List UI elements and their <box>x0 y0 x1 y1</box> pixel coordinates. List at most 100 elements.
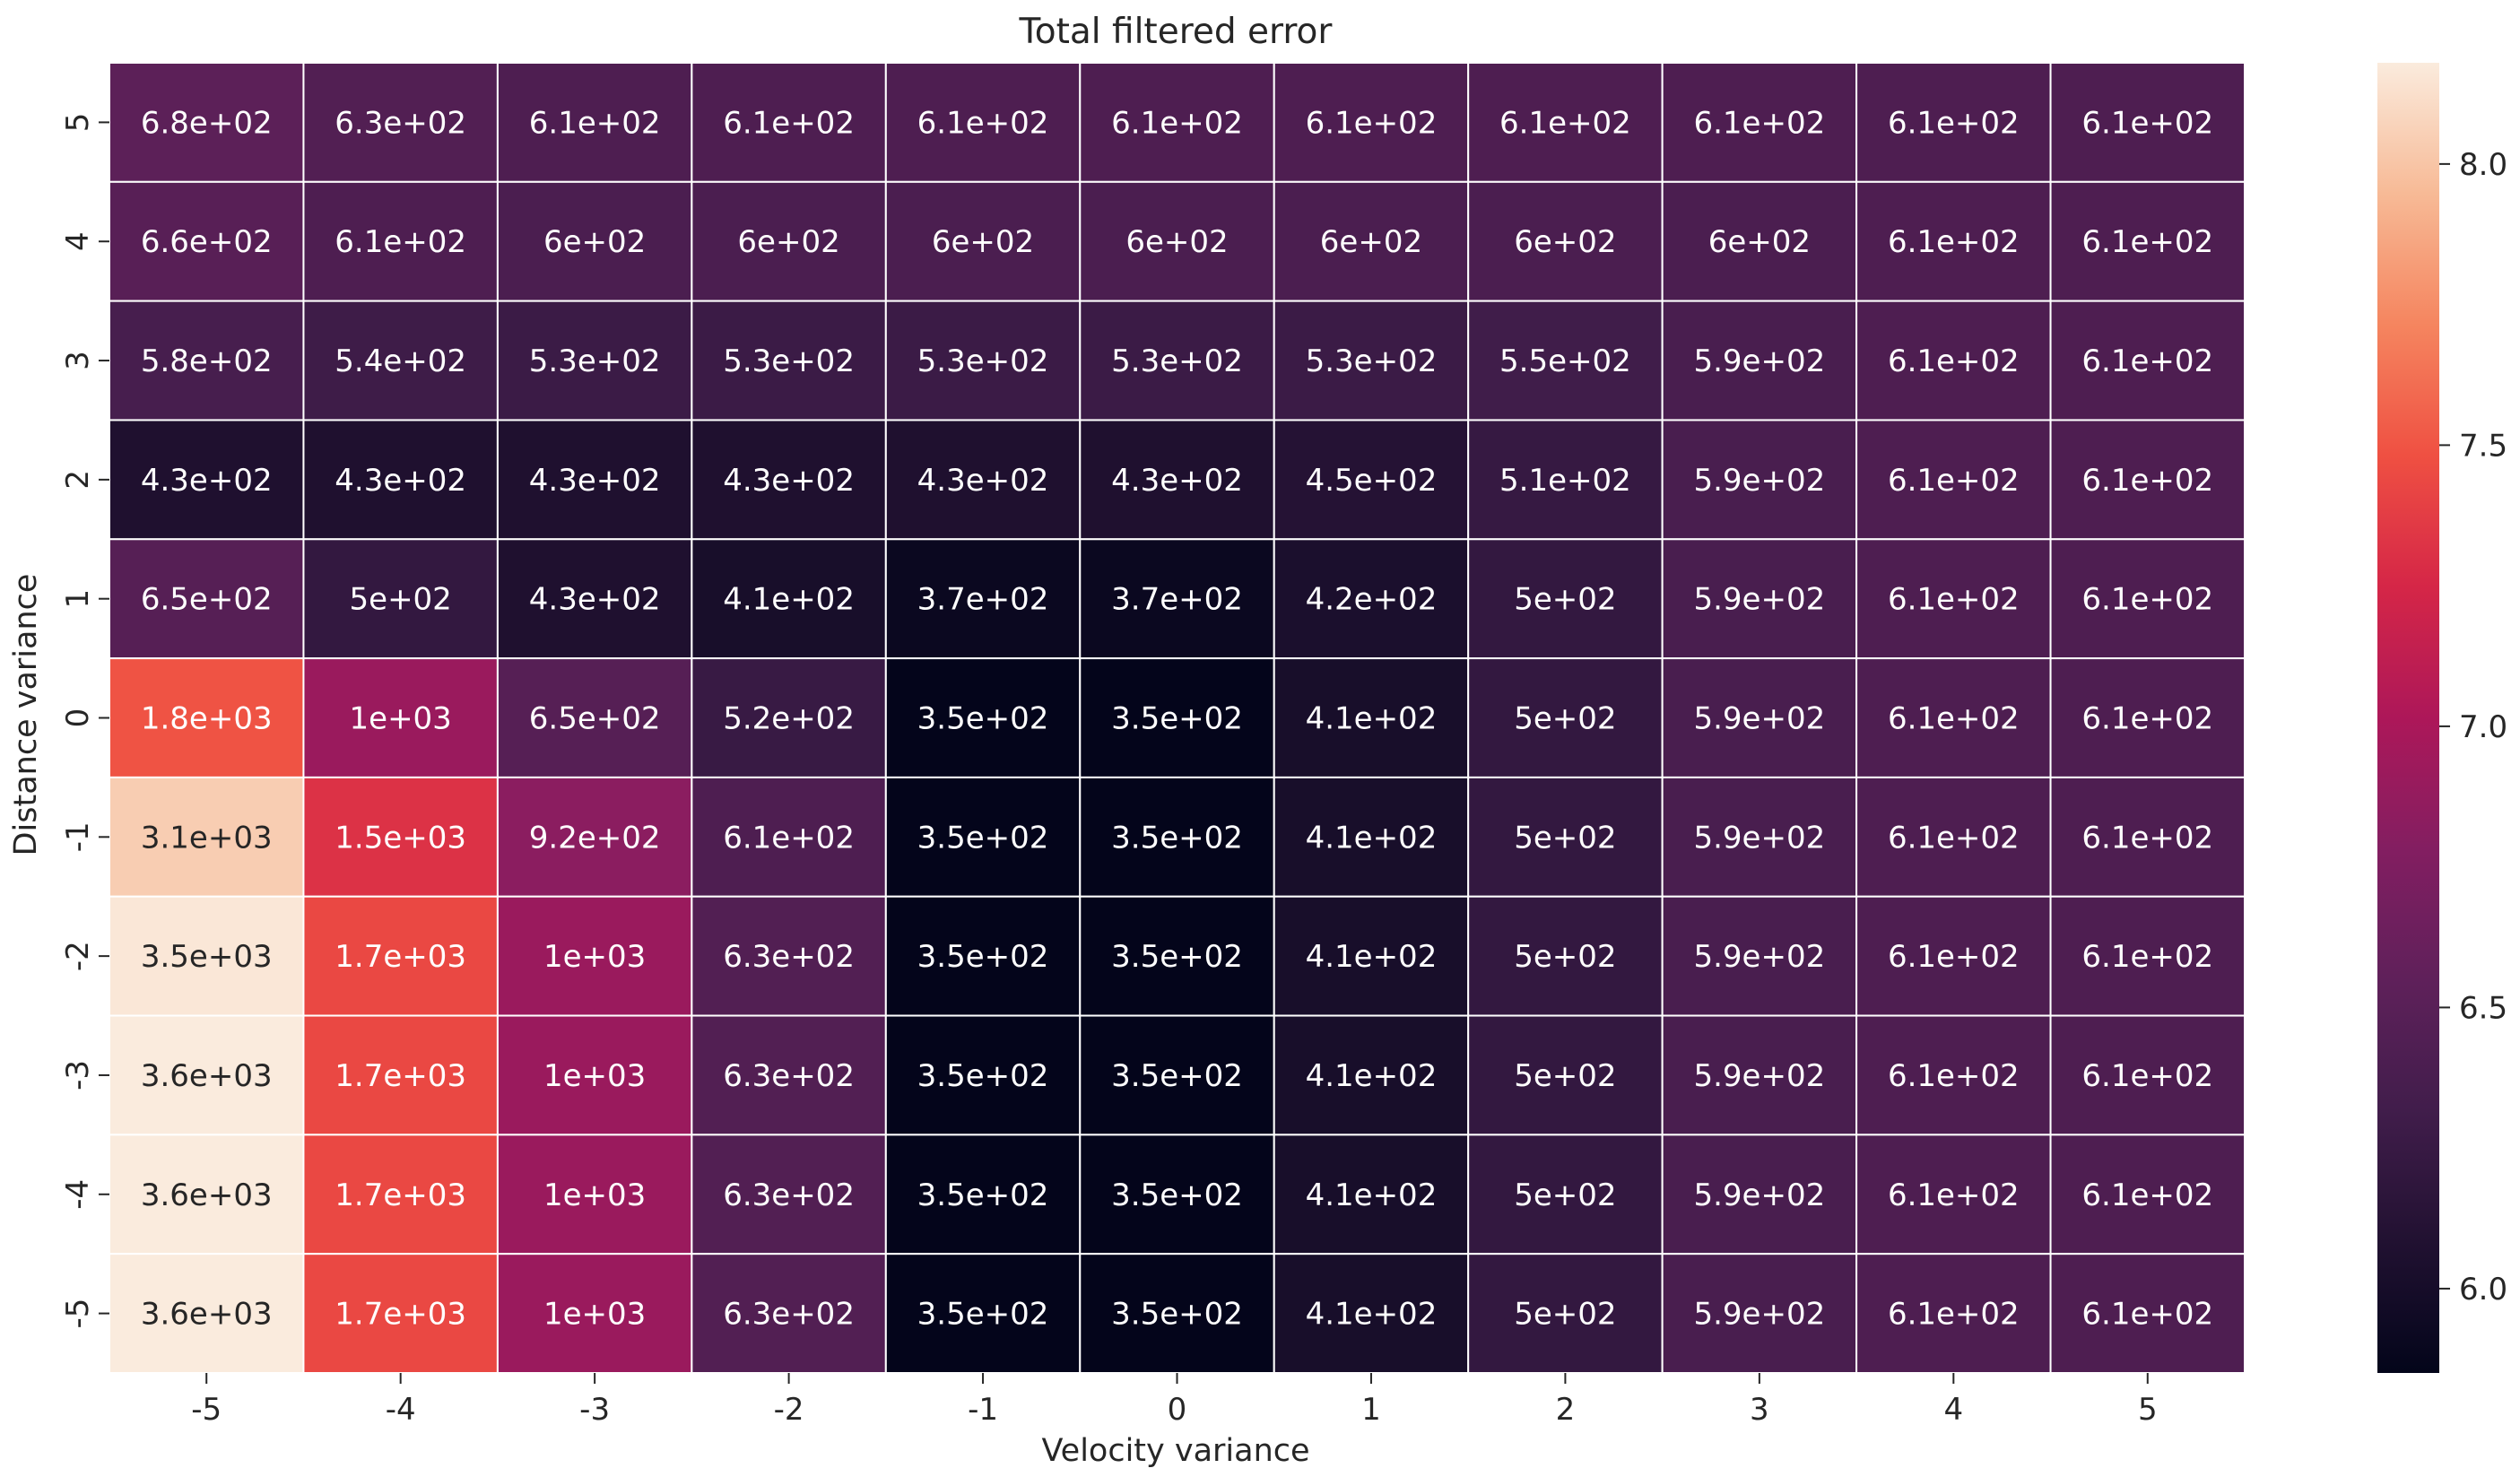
cell-value-label: 6e+02 <box>1125 224 1228 260</box>
heatmap-cell <box>109 62 305 183</box>
cell-value-label: 6.1e+02 <box>2081 701 2213 737</box>
heatmap-cell <box>1079 419 1275 541</box>
cell-value-label: 3.5e+02 <box>1111 1297 1243 1333</box>
cell-value-label: 6.1e+02 <box>1888 343 2020 379</box>
cell-value-label: 5e+02 <box>1514 701 1616 737</box>
heatmap-cell <box>884 180 1082 302</box>
cell-value-label: 6.3e+02 <box>723 1297 855 1333</box>
heatmap-cell <box>302 180 499 302</box>
cell-value-label: 4.3e+02 <box>529 463 661 499</box>
heatmap-cell <box>691 538 887 660</box>
heatmap-cell <box>2049 538 2246 660</box>
heatmap-cell <box>2049 1014 2246 1136</box>
heatmap-cell <box>2049 62 2246 183</box>
heatmap-cell <box>302 776 499 898</box>
cell-value-label: 5e+02 <box>1514 1058 1616 1094</box>
heatmap-cell <box>1661 1134 1858 1255</box>
y-tick-label: -1 <box>60 821 96 852</box>
heatmap-cell <box>302 419 499 541</box>
cell-value-label: 6e+02 <box>1320 224 1422 260</box>
heatmap-cell <box>884 1253 1082 1374</box>
cell-value-label: 5.3e+02 <box>1111 343 1243 379</box>
heatmap-cell <box>1661 300 1858 421</box>
y-tick-label: 5 <box>60 113 96 133</box>
cell-value-label: 3.5e+02 <box>917 1297 1049 1333</box>
heatmap-cell <box>1079 657 1275 778</box>
cell-value-label: 6.1e+02 <box>1306 105 1438 141</box>
cell-value-label: 3.5e+02 <box>1111 1177 1243 1213</box>
cell-value-label: 6e+02 <box>1514 224 1616 260</box>
heatmap-cell <box>691 776 887 898</box>
heatmap-cell <box>496 1014 693 1136</box>
x-tick-label: 1 <box>1361 1392 1381 1428</box>
heatmap-cell <box>302 538 499 660</box>
heatmap-cell <box>496 62 693 183</box>
cell-value-label: 6.1e+02 <box>335 224 466 260</box>
heatmap-cell <box>1661 895 1858 1017</box>
cell-value-label: 5.9e+02 <box>1693 1177 1825 1213</box>
heatmap-cell <box>109 657 305 778</box>
heatmap-cell <box>2049 776 2246 898</box>
cell-value-label: 3.5e+02 <box>917 1058 1049 1094</box>
heatmap-cell <box>1467 62 1664 183</box>
cell-value-label: 6.3e+02 <box>335 105 466 141</box>
cell-value-label: 1.7e+03 <box>335 1297 466 1333</box>
cell-value-label: 6.1e+02 <box>1888 1177 2020 1213</box>
cell-value-label: 3.5e+02 <box>917 939 1049 975</box>
heatmap-cell <box>496 1134 693 1255</box>
heatmap-cell <box>1273 895 1470 1017</box>
cell-value-label: 6.1e+02 <box>2081 582 2213 618</box>
heatmap-cell <box>109 1014 305 1136</box>
colorbar-gradient-bar <box>2377 63 2439 1373</box>
cell-value-label: 6.5e+02 <box>529 701 661 737</box>
cell-value-label: 1.5e+03 <box>335 820 466 856</box>
cell-value-label: 3.5e+02 <box>1111 939 1243 975</box>
heatmap-cell <box>496 538 693 660</box>
heatmap-cell <box>109 895 305 1017</box>
cell-value-label: 3.5e+02 <box>1111 820 1243 856</box>
heatmap-cell <box>109 538 305 660</box>
cell-value-label: 1.8e+03 <box>141 701 273 737</box>
cell-value-label: 9.2e+02 <box>529 820 661 856</box>
heatmap-cell <box>691 62 887 183</box>
colorbar-ticks: 6.0 6.5 7.0 7.5 8.0 <box>2439 147 2507 1308</box>
cell-value-label: 1e+03 <box>350 701 452 737</box>
heatmap-cell <box>496 419 693 541</box>
cell-value-label: 5.8e+02 <box>141 343 273 379</box>
cell-value-label: 4.2e+02 <box>1306 582 1438 618</box>
cell-value-label: 6.1e+02 <box>2081 224 2213 260</box>
cell-value-label: 6.1e+02 <box>529 105 661 141</box>
cell-value-label: 4.3e+02 <box>141 463 273 499</box>
heatmap-cell <box>2049 895 2246 1017</box>
x-tick-label: -4 <box>386 1392 416 1428</box>
cell-value-label: 6.1e+02 <box>2081 939 2213 975</box>
cell-value-label: 5e+02 <box>1514 582 1616 618</box>
x-tick-label: -1 <box>968 1392 998 1428</box>
cell-value-label: 5.9e+02 <box>1693 1058 1825 1094</box>
cell-value-label: 4.5e+02 <box>1306 463 1438 499</box>
heatmap-cell <box>2049 1134 2246 1255</box>
cell-value-label: 4.1e+02 <box>1306 1177 1438 1213</box>
cell-value-label: 4.3e+02 <box>917 463 1049 499</box>
cell-value-label: 3.5e+02 <box>1111 1058 1243 1094</box>
heatmap-cell <box>1467 895 1664 1017</box>
heatmap-cell <box>2049 180 2246 302</box>
cell-value-label: 4.1e+02 <box>1306 1297 1438 1333</box>
cell-value-label: 1e+03 <box>543 939 646 975</box>
heatmap-cell <box>1273 300 1470 421</box>
cell-value-label: 6e+02 <box>543 224 646 260</box>
cell-value-label: 5e+02 <box>1514 1297 1616 1333</box>
heatmap-cell <box>884 300 1082 421</box>
heatmap-cell <box>1467 1253 1664 1374</box>
cell-value-label: 6.1e+02 <box>2081 463 2213 499</box>
cell-value-label: 5.3e+02 <box>917 343 1049 379</box>
x-tick-label: -2 <box>774 1392 804 1428</box>
cell-value-label: 5.5e+02 <box>1499 343 1631 379</box>
cell-value-label: 1.7e+03 <box>335 1177 466 1213</box>
heatmap-cell <box>1661 776 1858 898</box>
heatmap-cell <box>1661 1014 1858 1136</box>
colorbar: 6.0 6.5 7.0 7.5 8.0 <box>2377 63 2507 1373</box>
cell-value-label: 6.5e+02 <box>141 582 273 618</box>
cell-value-label: 5.3e+02 <box>529 343 661 379</box>
cell-value-label: 6.6e+02 <box>141 224 273 260</box>
